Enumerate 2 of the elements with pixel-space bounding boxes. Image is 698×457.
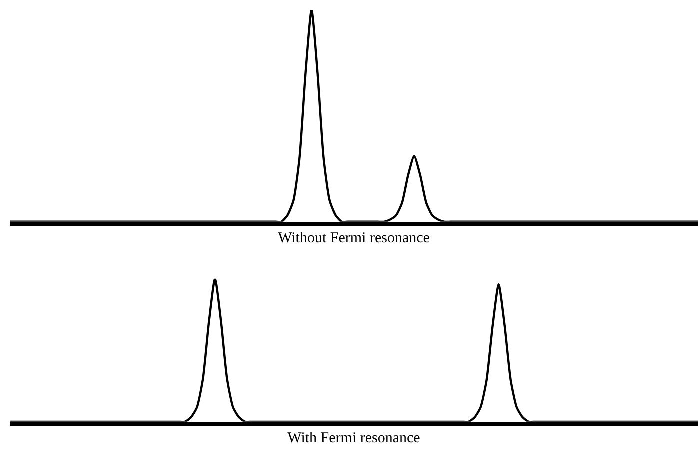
x-axis-title: With Fermi resonance xyxy=(288,430,421,447)
x-axis-title: Without Fermi resonance xyxy=(278,230,430,247)
